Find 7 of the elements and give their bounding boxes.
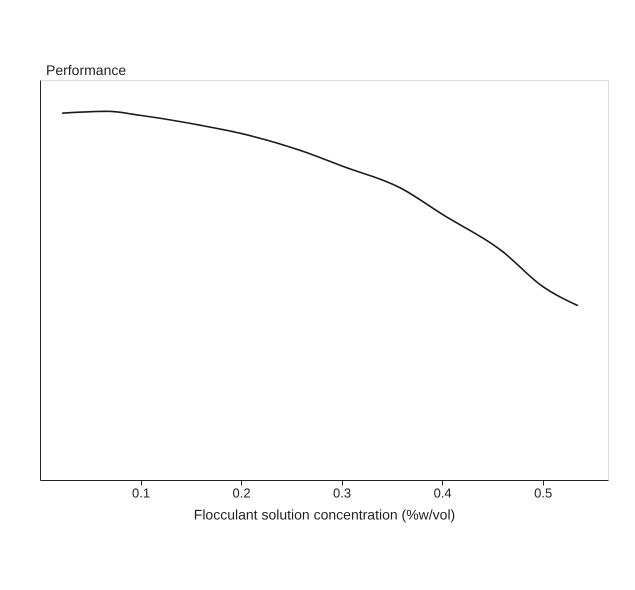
x-tick-label: 0.3 (333, 486, 352, 500)
x-tick-label: 0.1 (132, 486, 150, 500)
x-axis-title: Flocculant solution concentration (%w/vol) (194, 506, 456, 522)
x-tick-label: 0.4 (434, 486, 452, 500)
x-tick-label: 0.2 (232, 486, 251, 500)
y-axis-title: Performance (46, 62, 126, 78)
x-tick-label: 0.5 (534, 486, 552, 500)
